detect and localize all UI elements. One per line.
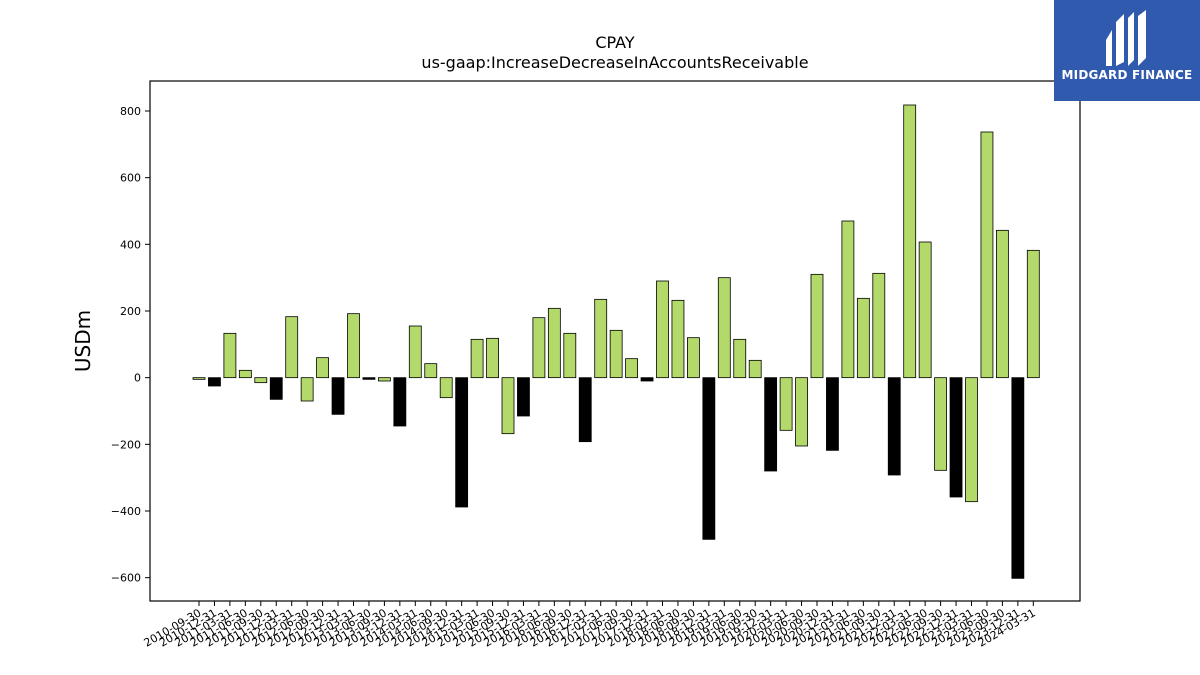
bar-2013-12-31 [393,377,407,427]
bar-2021-09-30 [872,272,886,379]
bar-2018-03-31 [656,280,669,379]
bar-2016-12-31 [578,377,592,443]
bar-2016-06-30 [547,307,561,379]
bar-2013-06-30 [362,377,376,380]
bar-2011-09-30 [254,377,268,384]
bar-2010-12-31 [208,377,221,387]
bar-2022-06-30 [918,241,932,379]
bar-2016-03-31 [532,317,546,379]
bar-2020-09-30 [810,273,824,379]
bar-2015-03-31 [470,338,484,379]
bar-2022-09-30 [934,377,947,471]
bar-2011-06-30 [238,369,252,379]
bar-2023-06-30 [980,131,994,379]
bar-2020-12-31 [826,377,839,451]
bar-2021-03-31 [841,220,855,379]
bar-2017-06-30 [609,329,623,379]
bar-2012-03-31 [285,316,299,379]
bar-2017-09-30 [625,358,638,379]
bar-2012-06-30 [300,377,314,402]
bar-2012-09-30 [316,357,330,379]
bar-2018-09-30 [687,337,700,379]
brand-logo: MIDGARD FINANCE [1054,0,1200,101]
bar-2011-12-31 [269,377,283,400]
y-tick-label: 600 [120,172,141,185]
y-tick-label: 800 [120,105,141,118]
bars-group [192,104,1040,579]
y-tick-label: 0 [134,372,141,385]
y-tick-label: −200 [111,438,141,451]
bar-2014-06-30 [424,363,438,379]
x-axis: 2010-09-302010-12-312011-03-312011-06-30… [142,601,1038,650]
plot-frame [149,80,1081,602]
bar-2015-09-30 [501,377,515,435]
bar-2017-03-31 [594,298,608,379]
bar-2023-12-31 [1011,377,1025,579]
y-axis-label: USDm [71,310,95,372]
y-tick-label: −400 [111,505,141,518]
y-tick-label: −600 [111,572,141,585]
chart-subtitle: us-gaap:IncreaseDecreaseInAccountsReceiv… [421,53,809,72]
bar-2010-09-30 [192,377,206,380]
y-axis: −600 −400 −200 0 200 400 600 800 [111,105,150,585]
bar-2021-06-30 [856,297,870,379]
bar-2017-12-31 [640,377,654,382]
bar-2023-03-31 [965,377,978,503]
bar-2022-03-31 [903,104,917,379]
chart-title: CPAY [595,33,635,52]
brand-name: MIDGARD FINANCE [1061,68,1193,82]
y-tick-label: 200 [120,305,141,318]
midgard-logo-icon [1106,10,1146,66]
bar-2021-12-31 [887,377,901,476]
bar-2012-12-31 [331,377,345,415]
bar-2016-09-30 [563,332,577,379]
bar-2014-12-31 [455,377,469,508]
bar-2020-03-31 [779,377,793,431]
bar-2014-09-30 [439,377,453,399]
bar-2019-12-31 [764,377,778,472]
bar-2020-06-30 [795,377,808,447]
bar-2019-06-30 [733,338,747,379]
bar-2019-09-30 [748,359,762,379]
bar-2019-03-31 [717,277,731,379]
bar-2023-09-30 [996,229,1009,379]
bar-2014-03-31 [408,325,422,379]
bar-2018-06-30 [671,299,685,379]
bar-2013-09-30 [377,377,391,382]
bar-2011-03-31 [223,332,237,379]
bar-2015-06-30 [486,337,499,379]
y-tick-label: 400 [120,238,141,251]
bar-2024-03-31 [1026,249,1040,379]
bar-2018-12-31 [702,377,716,540]
bar-2022-12-31 [949,377,963,498]
bar-2015-12-31 [517,377,530,417]
bar-2013-03-31 [347,313,360,379]
